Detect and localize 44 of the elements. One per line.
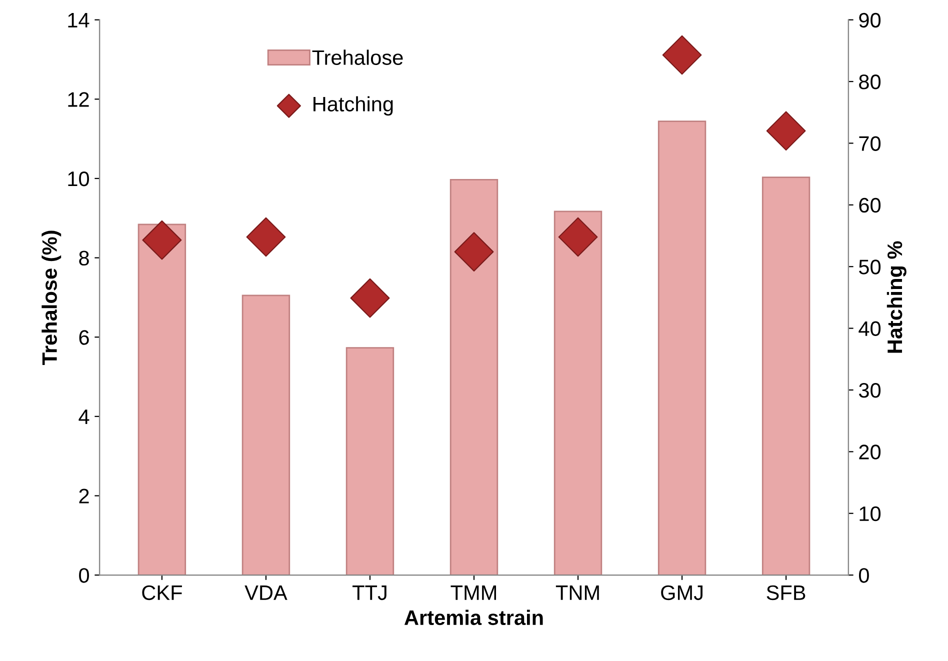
bar [450,178,498,576]
y-tick-label: 10 [68,171,90,186]
y2-tick-label: 80 [859,74,881,90]
x-tick-label: SFB [766,585,806,600]
legend-label: Hatching [314,96,393,116]
point [662,35,702,75]
x-tick-label: CKF [142,585,182,600]
point [142,220,182,260]
y2-tick-label: 60 [859,198,881,213]
bar [138,224,186,576]
y2-tick-label: 50 [859,260,881,274]
y-axis-title: Trehalose (%) [42,230,62,365]
y2-tick-label: 10 [860,506,881,522]
x-axis-title: Artemia strain [404,610,543,626]
x-tick-label: VDA [244,586,288,600]
y-tick-label: 8 [79,250,89,266]
point [766,111,806,151]
y-tick-label: 4 [78,410,90,424]
x-tick-label: GMJ [661,585,702,600]
y-tick-label: 0 [79,568,90,583]
bar [346,347,394,576]
point [350,278,390,318]
x-tick-label: TNM [556,586,599,600]
bar [658,120,706,576]
y-tick-label: 14 [68,13,90,28]
y-tick-label: 2 [79,488,89,504]
y2-tick-label: 90 [859,12,881,28]
legend-label: Trehalose [312,50,403,65]
y2-tick-label: 20 [859,444,881,460]
bar [554,210,602,576]
y2-tick-label: 0 [858,568,869,583]
bar [242,294,290,576]
y2-tick-label: 30 [858,382,881,398]
bar [762,176,810,576]
point [558,217,598,257]
y-tick-label: 12 [68,92,89,107]
point [246,217,286,257]
point [454,232,494,272]
x-tick-label: TTJ [352,586,386,600]
y2-tick-label: 70 [859,136,881,151]
y2-tick-label: 40 [858,321,881,336]
y2-axis-title: Hatching % [886,241,906,353]
x-tick-label: TMM [450,586,496,600]
y-tick-label: 6 [79,330,89,345]
